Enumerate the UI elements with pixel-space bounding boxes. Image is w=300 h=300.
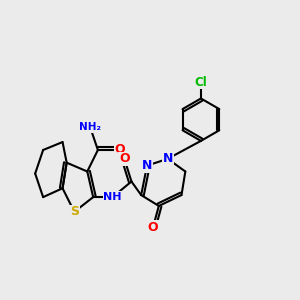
Text: O: O: [119, 152, 130, 165]
Text: O: O: [114, 143, 125, 157]
Text: O: O: [148, 221, 158, 234]
Text: N: N: [142, 159, 152, 172]
Text: N: N: [163, 152, 173, 165]
Text: NH: NH: [103, 192, 122, 202]
Text: NH₂: NH₂: [79, 122, 101, 132]
Text: S: S: [70, 205, 79, 218]
Text: Cl: Cl: [195, 76, 207, 89]
